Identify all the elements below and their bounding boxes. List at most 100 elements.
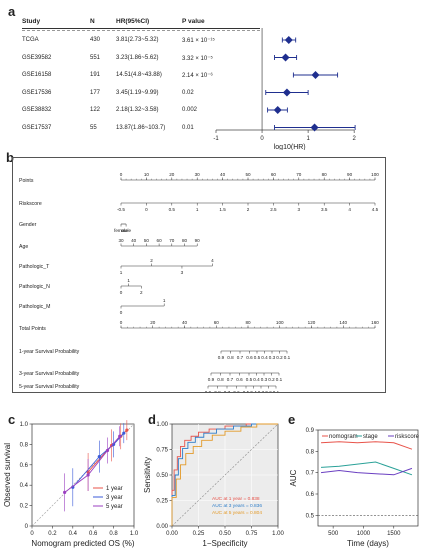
forest-cell-hr: 3.23(1.86~5.62) <box>116 54 159 61</box>
forest-cell-study: GSE39582 <box>22 54 52 61</box>
forest-cell-study: GSE16158 <box>22 72 52 78</box>
calib-ylabel: Observed survival <box>3 443 12 507</box>
nomogram-tick-label: 0 <box>120 172 123 177</box>
calib-y-tick-label: 0.2 <box>20 504 29 510</box>
header-rule <box>22 28 260 29</box>
calib-series-line <box>64 435 121 493</box>
header-study: Study <box>22 18 41 25</box>
roc-x-tick-label: 0.50 <box>219 531 231 537</box>
roc-y-tick-label: 0.25 <box>156 499 168 505</box>
forest-cell-n: 551 <box>90 54 101 61</box>
nomogram-tick-label: 0.2 <box>265 390 272 392</box>
forest-cell-p: 0.02 <box>182 89 194 96</box>
nomogram-tick-label: 90 <box>347 172 353 177</box>
nomogram-tick-label: 90 <box>195 238 201 243</box>
nomogram-tick-label: 30 <box>195 172 201 177</box>
calib-x-tick-label: 0 <box>30 531 34 537</box>
nomogram-tick-label: 100 <box>371 172 379 177</box>
calib-point <box>105 448 110 453</box>
nomogram-tick-label: 0.2 <box>268 377 275 382</box>
forest-cell-p: 3.61 × 10⁻¹⁵ <box>182 38 215 44</box>
nomogram-row-label: Points <box>19 178 34 184</box>
auc-y-tick-label: 0.9 <box>306 428 315 434</box>
nomogram-row-label: Gender <box>19 222 37 228</box>
nomogram-tick-label: 2 <box>247 207 250 212</box>
nomogram-tick-label: 1 <box>196 207 199 212</box>
nomogram-row-label: Pathologic_M <box>19 304 50 310</box>
forest-cell-hr: 14.51(4.8~43.88) <box>116 72 162 78</box>
calib-x-tick-label: 0.2 <box>48 531 57 537</box>
nomogram-tick-label: -0.5 <box>117 207 125 212</box>
nomogram-tick-label: 1.5 <box>219 207 226 212</box>
nomogram-tick-label: 80 <box>245 320 251 325</box>
auc-y-tick-label: 0.6 <box>306 492 315 498</box>
calibration-chart: 0 0.2 0.4 0.6 0.8 1.0 0 0.2 0.4 0.6 0.8 1.0 Nomogram… <box>3 420 139 548</box>
calib-legend-label: 5 year <box>106 504 123 510</box>
nomogram-tick-label: 3 <box>181 270 184 275</box>
roc-legend-label: AUC at 3 years = 0.836 <box>212 503 262 509</box>
forest-cell-p: 3.32 × 10⁻⁵ <box>182 55 213 62</box>
nomogram-tick-label: 50 <box>144 238 150 243</box>
auc-series-line <box>320 467 413 476</box>
nomogram-tick-label: 80 <box>322 172 328 177</box>
forest-plot: Study N HR(95%CI) P value TCGA 430 3.81(2.… <box>22 10 402 150</box>
header-dashed-rule <box>22 30 260 31</box>
roc-chance-line <box>171 423 279 527</box>
forest-tick-label: -1 <box>213 136 219 142</box>
nomogram-tick-label: 0.5 <box>243 390 250 392</box>
nomogram-tick-label: 0.5 <box>169 207 176 212</box>
nomogram-tick-label: 0.9 <box>208 377 215 382</box>
auc-series-line <box>321 461 413 476</box>
nomogram-tick-label: 160 <box>371 320 379 325</box>
auc-legend-label: stage <box>363 434 378 440</box>
hr-point <box>284 36 293 44</box>
nomogram-tick-label: 0 <box>120 290 123 295</box>
nomogram-tick-label: 70 <box>296 172 302 177</box>
forest-cell-hr: 3.81(2.73~5.32) <box>116 37 159 43</box>
nomogram-tick-label: 1 <box>127 278 130 283</box>
nomogram-tick-label: 0.9 <box>205 390 212 392</box>
auc-y-tick-label: 0.8 <box>306 449 315 455</box>
nomogram-tick-label: 0 <box>145 207 148 212</box>
nomogram-row-label: 5-year Survival Probability <box>19 384 80 390</box>
roc-y-tick-label: 0.75 <box>156 448 168 454</box>
nomogram-tick-label: 0.8 <box>217 377 224 382</box>
calib-xlabel: Nomogram predicted OS (%) <box>31 539 134 548</box>
calib-x-tick-label: 0.4 <box>69 531 78 537</box>
auc-x-tick-label: 1500 <box>387 531 401 537</box>
nomogram-tick-label: 1 <box>120 270 123 275</box>
nomogram-tick-label: 10 <box>144 172 150 177</box>
roc-x-tick-label: 0.00 <box>166 531 178 537</box>
nomogram-tick-label: 0.3 <box>258 390 265 392</box>
nomogram-tick-label: 100 <box>276 320 284 325</box>
roc-ylabel: Sensitivity <box>143 457 152 493</box>
nomogram-tick-label: 60 <box>214 320 220 325</box>
roc-curve <box>171 423 278 526</box>
nomogram-tick-label: 0.6 <box>233 390 240 392</box>
nomogram-tick-label: 0.2 <box>276 355 283 360</box>
nomogram-row-label: Pathologic_T <box>19 264 50 270</box>
nomogram-row-label: 3-year Survival Probability <box>19 371 80 377</box>
nomogram-tick-label: 40 <box>182 320 188 325</box>
nomogram-row-label: Total Points <box>19 326 46 332</box>
nomogram-tick-label: 0.8 <box>227 355 234 360</box>
nomogram-tick-label: 4.5 <box>372 207 379 212</box>
nomogram-tick-label: 0.4 <box>250 390 257 392</box>
forest-axis-area: -1 0 1 2 log10(HR) <box>213 28 357 150</box>
nomogram-tick-label: 30 <box>118 238 124 243</box>
nomogram-tick-label: 2.5 <box>270 207 277 212</box>
auc-ylabel: AUC <box>289 469 298 486</box>
nomogram-tick-label: 4 <box>348 207 351 212</box>
auc-y-tick-label: 0.5 <box>306 513 315 519</box>
roc-y-tick-label: 0.00 <box>156 524 168 530</box>
nomogram-tick-label: 0.3 <box>269 355 276 360</box>
roc-curve <box>171 423 278 526</box>
forest-cell-study: GSE17537 <box>22 124 52 131</box>
forest-tick-label: 2 <box>353 136 357 142</box>
calib-x-tick-label: 1.0 <box>130 531 139 537</box>
nomogram-row-label: Riskscore <box>19 201 42 207</box>
auc-series-line <box>321 441 413 450</box>
panel-c-label: c <box>8 412 16 427</box>
roc-x-tick-label: 0.25 <box>193 531 205 537</box>
